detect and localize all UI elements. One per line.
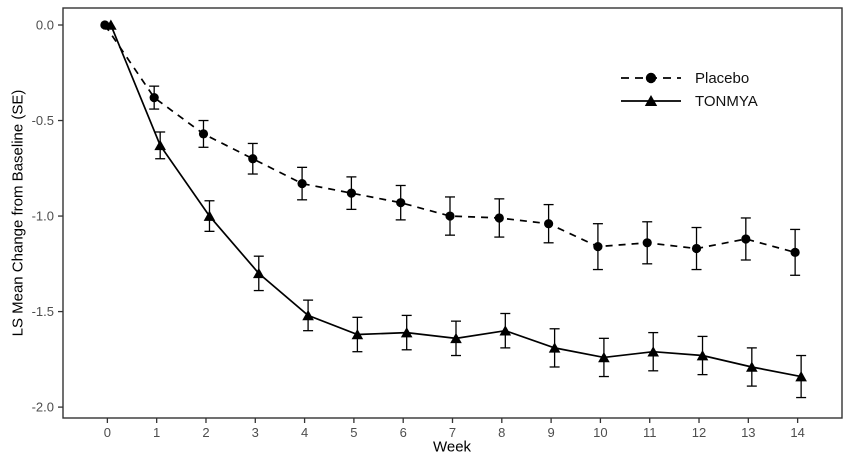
y-tick-label--1.0: -1.0 [32, 209, 54, 224]
x-tick-label-5: 5 [350, 425, 357, 440]
placebo-marker-week-10 [593, 242, 603, 252]
x-tick-label-14: 14 [790, 425, 804, 440]
placebo-marker-week-3 [248, 154, 258, 164]
legend-item-tonmya: TONMYA [620, 90, 758, 112]
x-tick-label-4: 4 [301, 425, 308, 440]
tonmya-marker-week-9 [548, 342, 561, 353]
tonmya-marker-week-6 [400, 327, 413, 338]
placebo-marker-week-14 [790, 247, 800, 257]
y-axis-title: LS Mean Change from Baseline (SE) [9, 89, 27, 337]
legend-label-placebo: Placebo [695, 69, 750, 87]
placebo-marker-week-2 [198, 129, 209, 139]
tonmya-marker-week-8 [499, 325, 512, 336]
x-tick-label-0: 0 [104, 425, 111, 440]
x-tick-label-3: 3 [252, 425, 259, 440]
x-tick-label-13: 13 [741, 425, 755, 440]
solid-line-triangle-icon [621, 95, 681, 106]
placebo-marker-week-12 [691, 243, 702, 254]
x-tick-label-7: 7 [449, 425, 456, 440]
x-tick-label-8: 8 [498, 425, 505, 440]
tonmya-marker-week-1 [154, 139, 166, 151]
placebo-marker-week-6 [396, 198, 406, 208]
x-tick-label-6: 6 [400, 425, 407, 440]
tonmya-marker-week-7 [450, 332, 462, 344]
x-tick-label-12: 12 [692, 425, 706, 440]
placebo-marker-week-11 [642, 238, 652, 248]
legend-item-placebo: Placebo [620, 67, 758, 89]
x-tick-label-10: 10 [593, 425, 607, 440]
x-tick-label-2: 2 [202, 425, 209, 440]
placebo-marker-week-8 [494, 213, 504, 223]
tonmya-marker-week-5 [351, 329, 364, 340]
y-tick-label--2.0: -2.0 [32, 400, 54, 415]
x-tick-label-9: 9 [547, 425, 554, 440]
y-tick-label--0.5: -0.5 [32, 113, 54, 128]
placebo-marker-week-4 [297, 178, 307, 189]
placebo-marker-week-7 [445, 211, 455, 221]
tonmya-marker-week-0 [105, 19, 117, 30]
tonmya-marker-week-10 [598, 351, 610, 363]
placebo-marker-week-9 [544, 219, 554, 229]
placebo-marker-week-5 [346, 188, 356, 198]
tonmya-marker-week-4 [302, 309, 314, 321]
x-tick-label-1: 1 [153, 425, 160, 440]
tonmya-marker-week-13 [746, 361, 758, 372]
tonmya-marker-week-14 [795, 371, 807, 382]
legend: Placebo TONMYA [620, 67, 758, 112]
placebo-marker-week-1 [149, 93, 159, 103]
y-tick-label--1.5: -1.5 [32, 304, 54, 319]
legend-label-tonmya: TONMYA [695, 92, 758, 110]
dashed-line-circle-icon [621, 72, 681, 84]
x-axis-title: Week [432, 438, 472, 456]
tonmya-marker-week-12 [696, 350, 709, 361]
tonmya-marker-week-2 [203, 210, 216, 221]
placebo-marker-week-13 [741, 234, 751, 244]
tonmya-marker-week-3 [252, 267, 265, 279]
x-tick-label-11: 11 [643, 425, 657, 440]
y-tick-label-0.0: 0.0 [36, 18, 54, 33]
tonmya-marker-week-11 [647, 346, 660, 357]
